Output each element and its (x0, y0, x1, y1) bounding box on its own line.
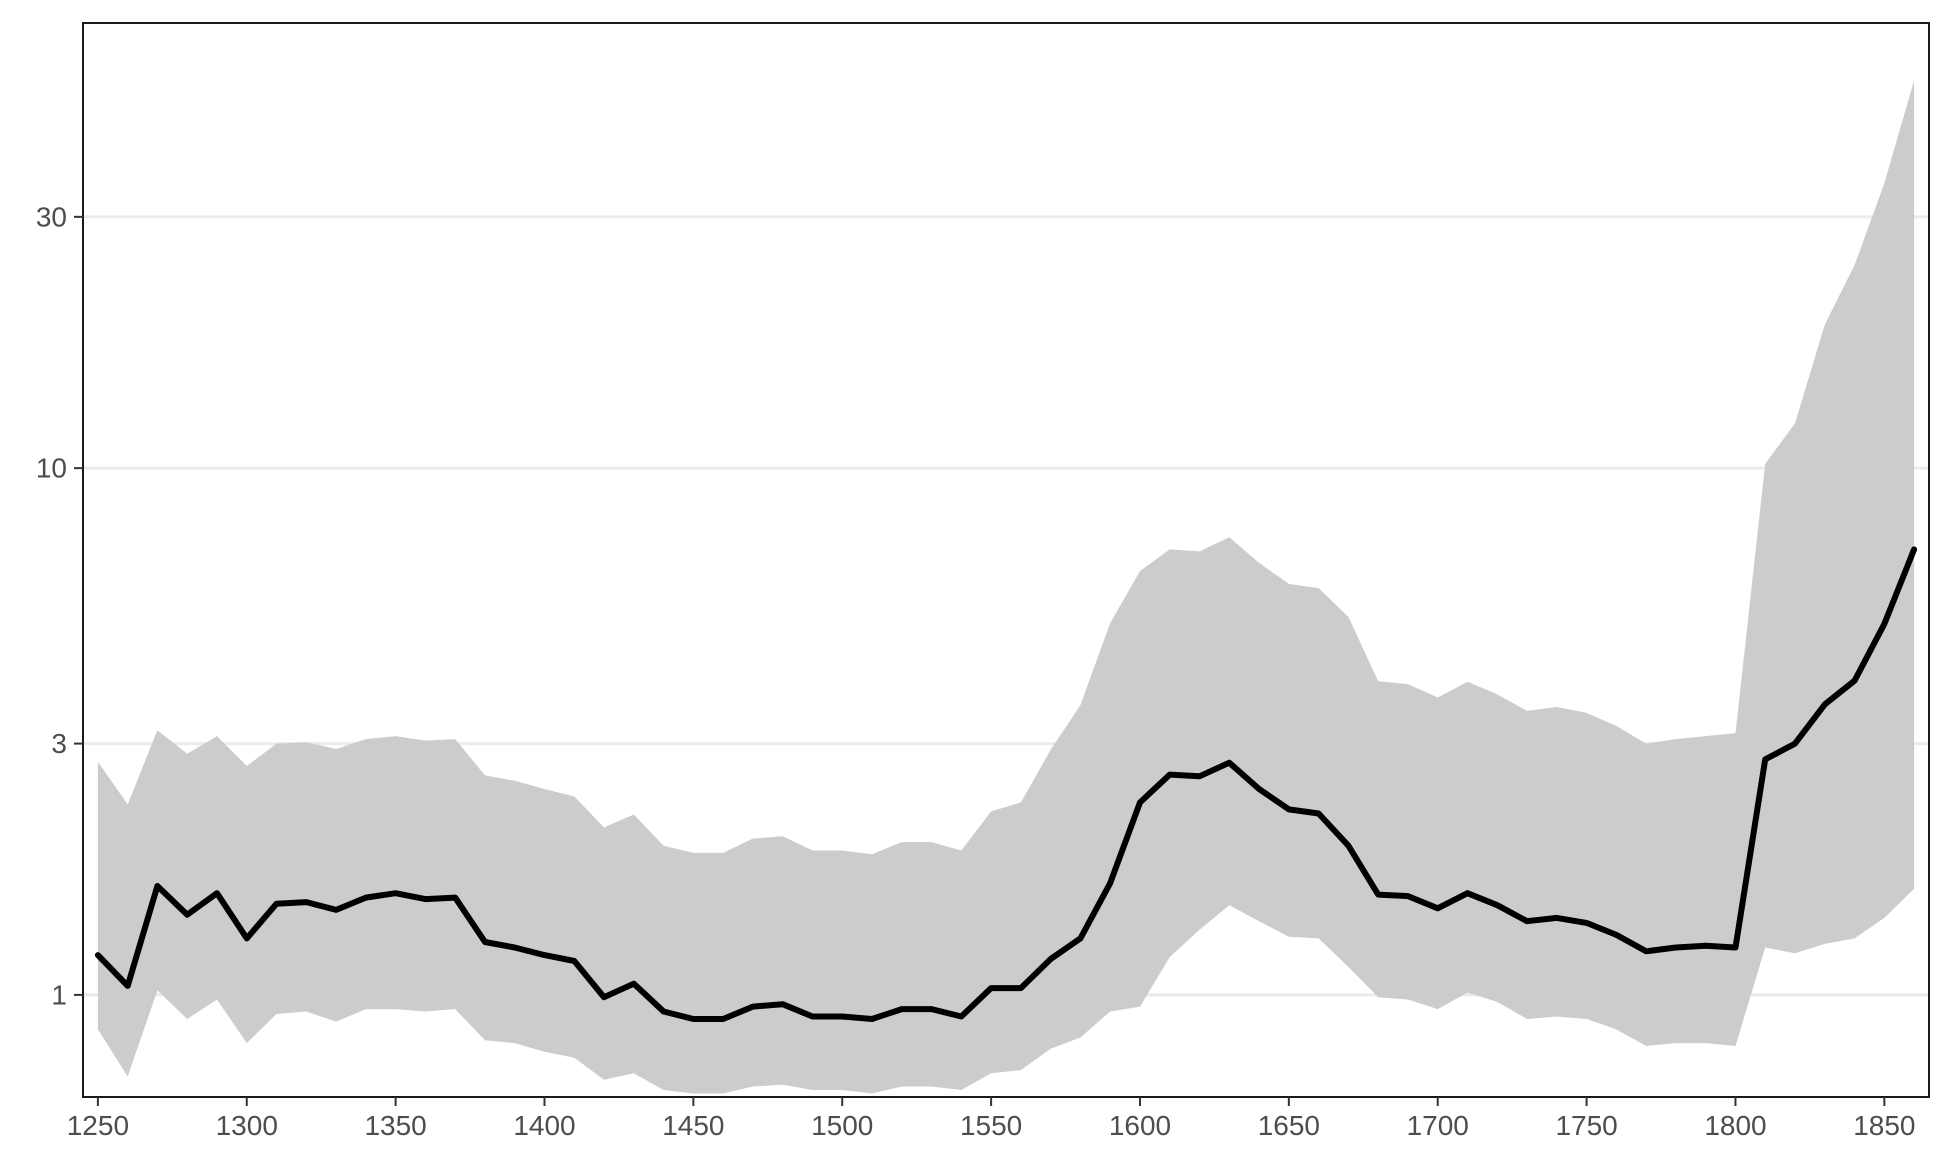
x-tick-label: 1250 (67, 1110, 129, 1141)
y-tick-label: 3 (51, 728, 67, 759)
x-tick-label: 1500 (811, 1110, 873, 1141)
plot-panel-border (82, 22, 1930, 1098)
y-tick-label: 30 (36, 201, 67, 232)
y-tick-label: 1 (51, 979, 67, 1010)
x-tick-label: 1800 (1704, 1110, 1766, 1141)
x-tick-label: 1400 (513, 1110, 575, 1141)
x-tick-label: 1650 (1258, 1110, 1320, 1141)
axes: 1 3 10 30 1250 1300 1350 1400 1450 1500 1550 1600 16… (36, 201, 1916, 1141)
series-line (94, 546, 1918, 1022)
y-tick-label: 10 (36, 453, 67, 484)
confidence-band-layer (97, 80, 1915, 1094)
x-tick-label: 1300 (216, 1110, 278, 1141)
mean-line-layer (94, 546, 1918, 1022)
confidence-band (97, 80, 1915, 1094)
x-tick-label: 1750 (1555, 1110, 1617, 1141)
x-tick-label: 1550 (960, 1110, 1022, 1141)
x-tick-label: 1850 (1853, 1110, 1915, 1141)
x-tick-label: 1700 (1407, 1110, 1469, 1141)
x-tick-label: 1350 (364, 1110, 426, 1141)
x-tick-label: 1450 (662, 1110, 724, 1141)
x-tick-label: 1600 (1109, 1110, 1171, 1141)
